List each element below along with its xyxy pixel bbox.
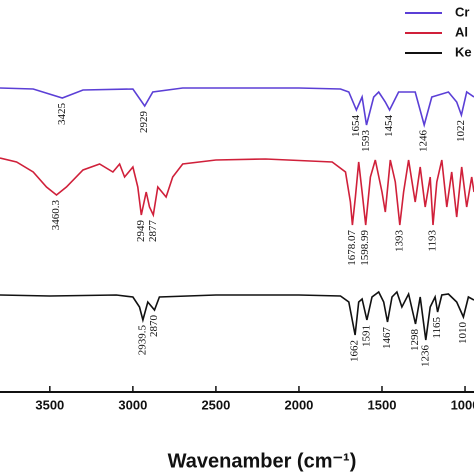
peak-label: 3460.3 (50, 200, 62, 231)
x-axis-label: Wavenamber (cm⁻¹) (168, 450, 357, 472)
x-tick-label: 3500 (35, 397, 64, 412)
peak-label: 1654 (350, 115, 362, 138)
peak-label: 1467 (381, 327, 393, 350)
peak-label: 1022 (455, 120, 467, 142)
peak-label: 1246 (418, 130, 430, 153)
peak-label: 2939.5 (136, 325, 148, 356)
legend-label: Al (455, 24, 468, 39)
x-tick-label: 2000 (284, 397, 313, 412)
x-tick-label: 1000 (451, 397, 474, 412)
peak-label: 1298 (409, 329, 421, 352)
peak-label: 1193 (427, 230, 439, 252)
peak-label: 1662 (349, 340, 361, 362)
peak-label: 1165 (431, 317, 443, 339)
x-tick-label: 2500 (201, 397, 230, 412)
peak-label: 1393 (393, 230, 405, 253)
peak-label: 1678.07 (346, 230, 358, 266)
series-line (0, 157, 474, 226)
peak-label: 1593 (360, 130, 372, 153)
peak-label: 1010 (457, 322, 469, 345)
series-line (0, 290, 474, 341)
peak-label: 1454 (383, 115, 395, 138)
peak-label: 2877 (147, 220, 159, 243)
peak-label: 1236 (419, 345, 431, 368)
peak-label: 2949 (135, 220, 147, 243)
peak-label: 1591 (360, 325, 372, 347)
peak-label: 2870 (148, 315, 160, 338)
x-tick-label: 3000 (118, 397, 147, 412)
legend-label: Ke (455, 44, 472, 59)
peak-label: 1598.99 (359, 230, 371, 266)
x-tick-label: 1500 (368, 397, 397, 412)
peak-label: 3425 (56, 103, 68, 126)
peak-label: 2929 (138, 111, 150, 134)
legend-label: Cr (455, 4, 469, 19)
series-line (0, 87, 474, 129)
